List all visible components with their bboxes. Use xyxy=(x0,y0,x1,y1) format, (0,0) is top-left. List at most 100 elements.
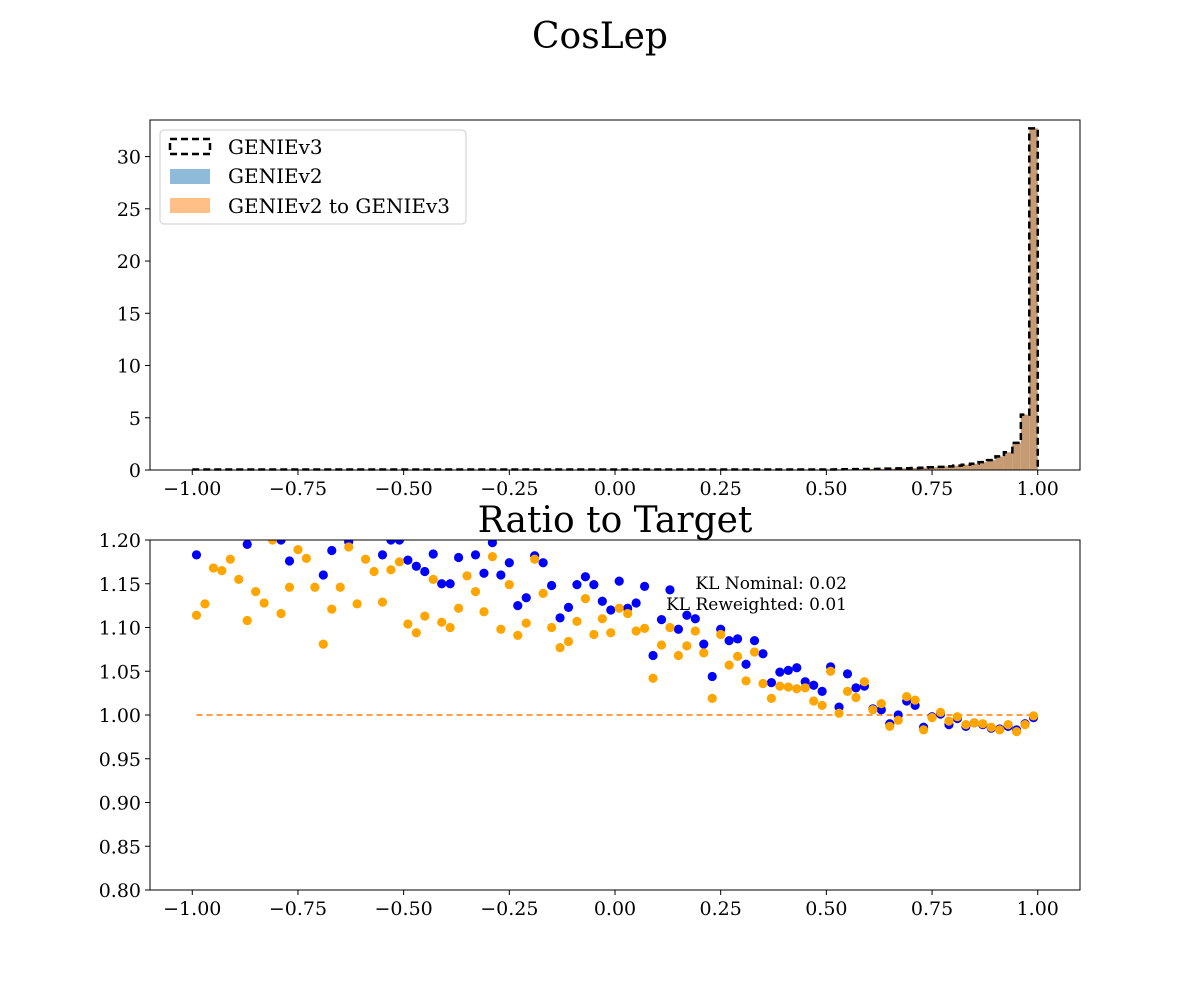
nominal-ratio-point xyxy=(572,580,582,590)
nominal-ratio-point xyxy=(538,558,548,568)
histogram-bar-overlap xyxy=(1012,442,1021,470)
reweighted-ratio-point xyxy=(259,598,269,608)
histogram-bar-overlap xyxy=(995,456,1004,470)
reweighted-ratio-point xyxy=(487,552,498,562)
ratio-x-ticks: −1.00 −0.75 −0.50 −0.25 0.00 0.25 0.50 0.75 1.00 xyxy=(163,890,1059,920)
y-tick-label: 1.05 xyxy=(99,661,141,683)
reweighted-ratio-point xyxy=(437,617,447,627)
reweighted-ratio-point xyxy=(445,622,455,633)
nominal-ratio-point xyxy=(470,550,481,560)
reweighted-ratio-point xyxy=(208,563,219,573)
nominal-ratio-point xyxy=(411,561,421,571)
nominal-ratio-point xyxy=(420,566,430,577)
y-tick-label: 1.00 xyxy=(99,705,141,727)
reweighted-ratio-point xyxy=(1028,711,1039,721)
reweighted-ratio-point xyxy=(530,554,540,564)
nominal-ratio-point xyxy=(631,598,641,608)
nominal-ratio-point xyxy=(589,580,599,590)
x-tick-label: −0.25 xyxy=(480,898,538,920)
reweighted-ratio-point xyxy=(944,716,954,726)
histogram-legend[interactable]: GENIEv3 GENIEv2 GENIEv2 to GENIEv3 xyxy=(159,129,467,225)
nominal-ratio-point xyxy=(513,601,523,611)
histogram-bar-overlap xyxy=(970,463,979,470)
y-tick-label: 0.85 xyxy=(99,836,141,858)
legend-box xyxy=(159,129,467,225)
reweighted-ratio-point xyxy=(428,574,438,584)
nominal-ratio-point xyxy=(842,669,853,679)
reweighted-ratio-point xyxy=(995,725,1005,735)
reweighted-ratio-point xyxy=(360,554,371,564)
reweighted-ratio-point xyxy=(420,611,430,621)
reweighted-ratio-point xyxy=(614,603,624,613)
nominal-ratio-point xyxy=(792,663,802,673)
x-tick-label: 0.25 xyxy=(700,478,742,500)
nominal-ratio-point xyxy=(445,579,455,589)
reweighted-ratio-point xyxy=(978,719,988,729)
nominal-ratio-point xyxy=(403,555,413,565)
y-tick-label: 0.95 xyxy=(99,749,141,771)
x-tick-label: 0.75 xyxy=(911,478,953,500)
y-tick-label: 1.20 xyxy=(99,530,141,552)
reweighted-ratio-point xyxy=(597,614,607,624)
reweighted-ratio-point xyxy=(301,553,312,563)
reweighted-ratio-point xyxy=(665,622,675,633)
nominal-ratio-point xyxy=(496,570,506,580)
reweighted-ratio-point xyxy=(783,682,793,692)
reweighted-ratio-point xyxy=(673,650,684,661)
reweighted-ratio-point xyxy=(809,696,819,706)
x-tick-label: 1.00 xyxy=(1017,898,1059,920)
histogram-y-ticks: 0 5 10 15 20 25 30 xyxy=(117,147,150,482)
reweighted-ratio-point xyxy=(817,700,827,710)
x-tick-label: −0.25 xyxy=(480,478,538,500)
nominal-ratio-point xyxy=(242,540,252,549)
nominal-ratio-point xyxy=(699,639,709,649)
reweighted-ratio-point xyxy=(217,566,227,576)
reweighted-ratio-point xyxy=(639,623,650,633)
ratio-panel-title: Ratio to Target xyxy=(478,500,753,541)
y-tick-label: 1.10 xyxy=(99,618,141,640)
histogram-bar-overlap xyxy=(944,466,954,470)
nominal-ratio-point xyxy=(766,678,777,688)
figure-suptitle: CosLep xyxy=(532,16,668,57)
reweighted-ratio-point xyxy=(766,693,777,703)
legend-swatch-reweighted xyxy=(170,198,210,213)
nominal-ratio-point xyxy=(428,549,438,559)
histogram-bar-overlap xyxy=(868,468,878,470)
reweighted-ratio-point xyxy=(572,616,582,626)
reweighted-ratio-point xyxy=(935,707,946,717)
y-tick-label: 20 xyxy=(117,251,141,273)
x-tick-label: 0.00 xyxy=(594,898,636,920)
nominal-ratio-point xyxy=(809,680,819,690)
nominal-ratio-point xyxy=(394,540,405,545)
x-tick-label: 1.00 xyxy=(1017,478,1059,500)
reweighted-ratio-point xyxy=(276,608,286,619)
nominal-ratio-point xyxy=(437,579,447,589)
x-tick-label: −1.00 xyxy=(163,898,221,920)
reweighted-ratio-point xyxy=(868,705,878,715)
reweighted-ratio-point xyxy=(656,640,667,650)
histogram-bar-overlap xyxy=(978,462,987,470)
histogram-bar-overlap xyxy=(987,460,996,470)
reweighted-ratio-point xyxy=(504,580,514,590)
reweighted-ratio-point xyxy=(741,676,751,686)
histogram-bar-overlap xyxy=(936,466,945,470)
x-tick-label: −0.50 xyxy=(375,898,433,920)
reweighted-ratio-point xyxy=(902,692,912,702)
nominal-ratio-point xyxy=(487,540,498,548)
reweighted-ratio-point xyxy=(293,545,303,555)
reweighted-ratio-point xyxy=(310,582,320,592)
nominal-ratio-point xyxy=(276,540,286,545)
histogram-bar-overlap xyxy=(1020,414,1030,470)
x-tick-label: 0.25 xyxy=(700,898,742,920)
reweighted-ratio-point xyxy=(521,618,531,628)
x-tick-label: −0.75 xyxy=(269,478,327,500)
nominal-ratio-point xyxy=(563,602,574,612)
reweighted-ratio-point xyxy=(893,715,903,725)
reweighted-ratio-point xyxy=(927,713,937,723)
y-tick-label: 25 xyxy=(117,199,141,221)
nominal-ratio-point xyxy=(749,636,760,646)
y-tick-label: 30 xyxy=(117,147,141,169)
x-tick-label: 0.75 xyxy=(911,898,953,920)
histogram-bar-overlap xyxy=(927,467,937,470)
